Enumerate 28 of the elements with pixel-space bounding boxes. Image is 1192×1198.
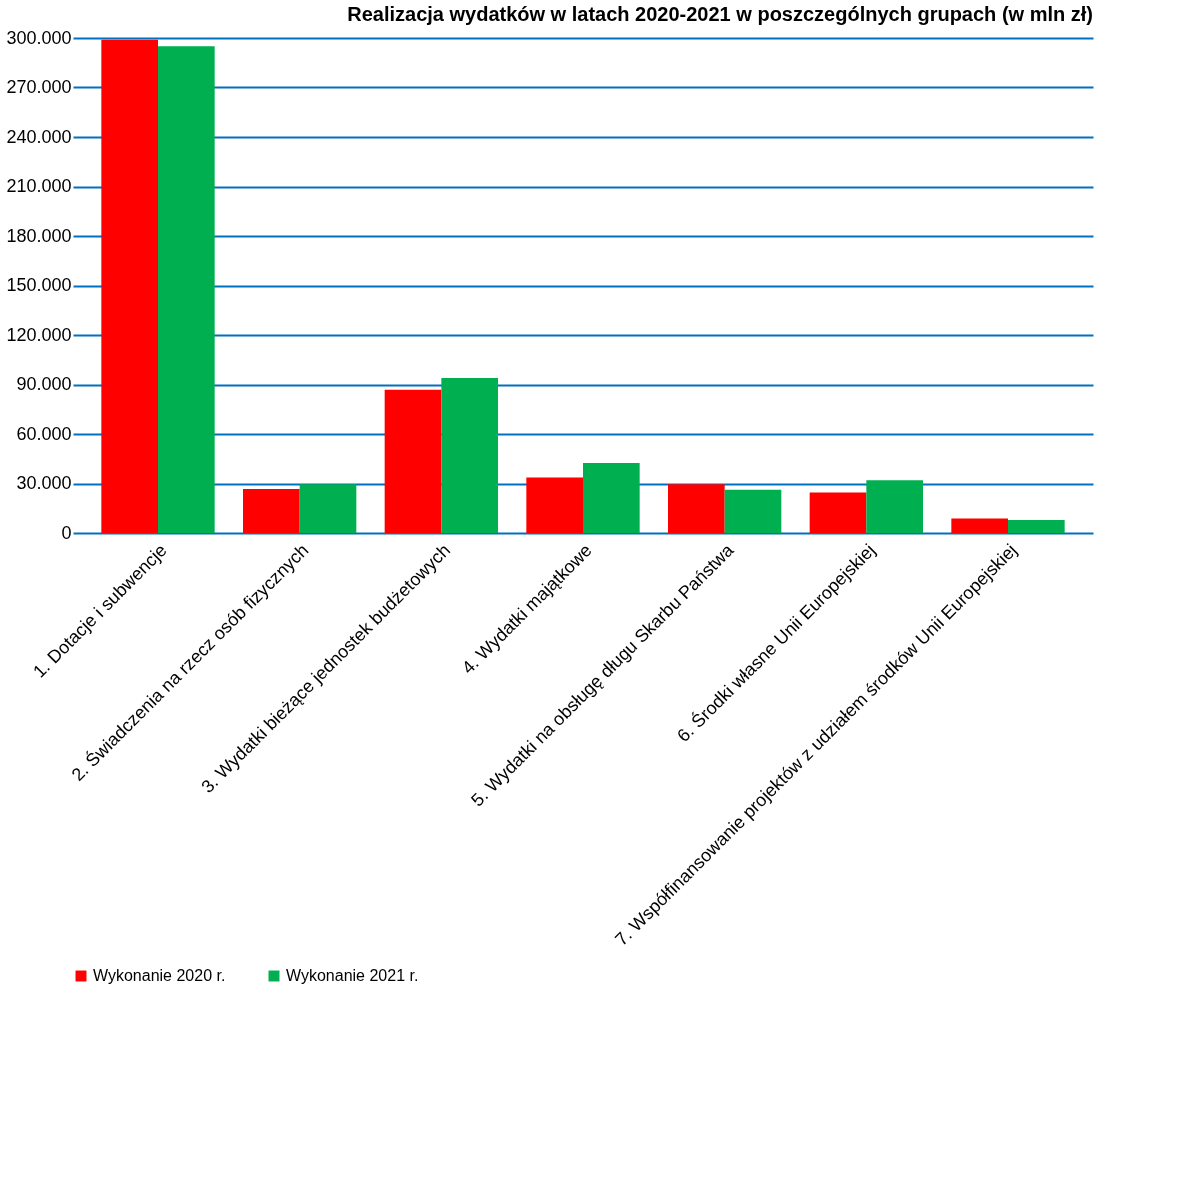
bar [583,462,640,533]
y-tick-label: 300.000 [6,27,72,48]
y-tick-label: 120.000 [6,324,72,345]
y-tick-label: 90.000 [16,374,72,394]
bar [724,489,782,533]
y-tick-label: 210.000 [6,176,72,196]
legend-label: Wykonanie 2021 r. [286,967,419,984]
legend-label: Wykonanie 2020 r. [93,967,226,984]
y-tick-label: 60.000 [16,423,72,444]
y-tick-label: 270.000 [6,77,72,97]
y-tick-label: 150.000 [6,275,72,295]
chart-title: Realizacja wydatków w latach 2020-2021 w poszczególnych grupach (w mln zł) [347,3,1093,25]
y-tick-label: 0 [61,522,72,543]
bar [526,477,583,533]
bar [299,484,357,533]
y-tick-label: 30.000 [16,473,72,493]
bar [441,377,498,533]
bar [809,492,867,533]
y-tick-label: 240.000 [6,126,72,147]
bar [384,389,442,533]
bar [668,484,725,533]
bar [243,488,300,533]
bar [866,480,923,533]
bar [1008,519,1065,533]
bar [951,518,1008,533]
bar [101,39,158,533]
y-tick-label: 180.000 [6,225,72,246]
bar [158,46,215,533]
